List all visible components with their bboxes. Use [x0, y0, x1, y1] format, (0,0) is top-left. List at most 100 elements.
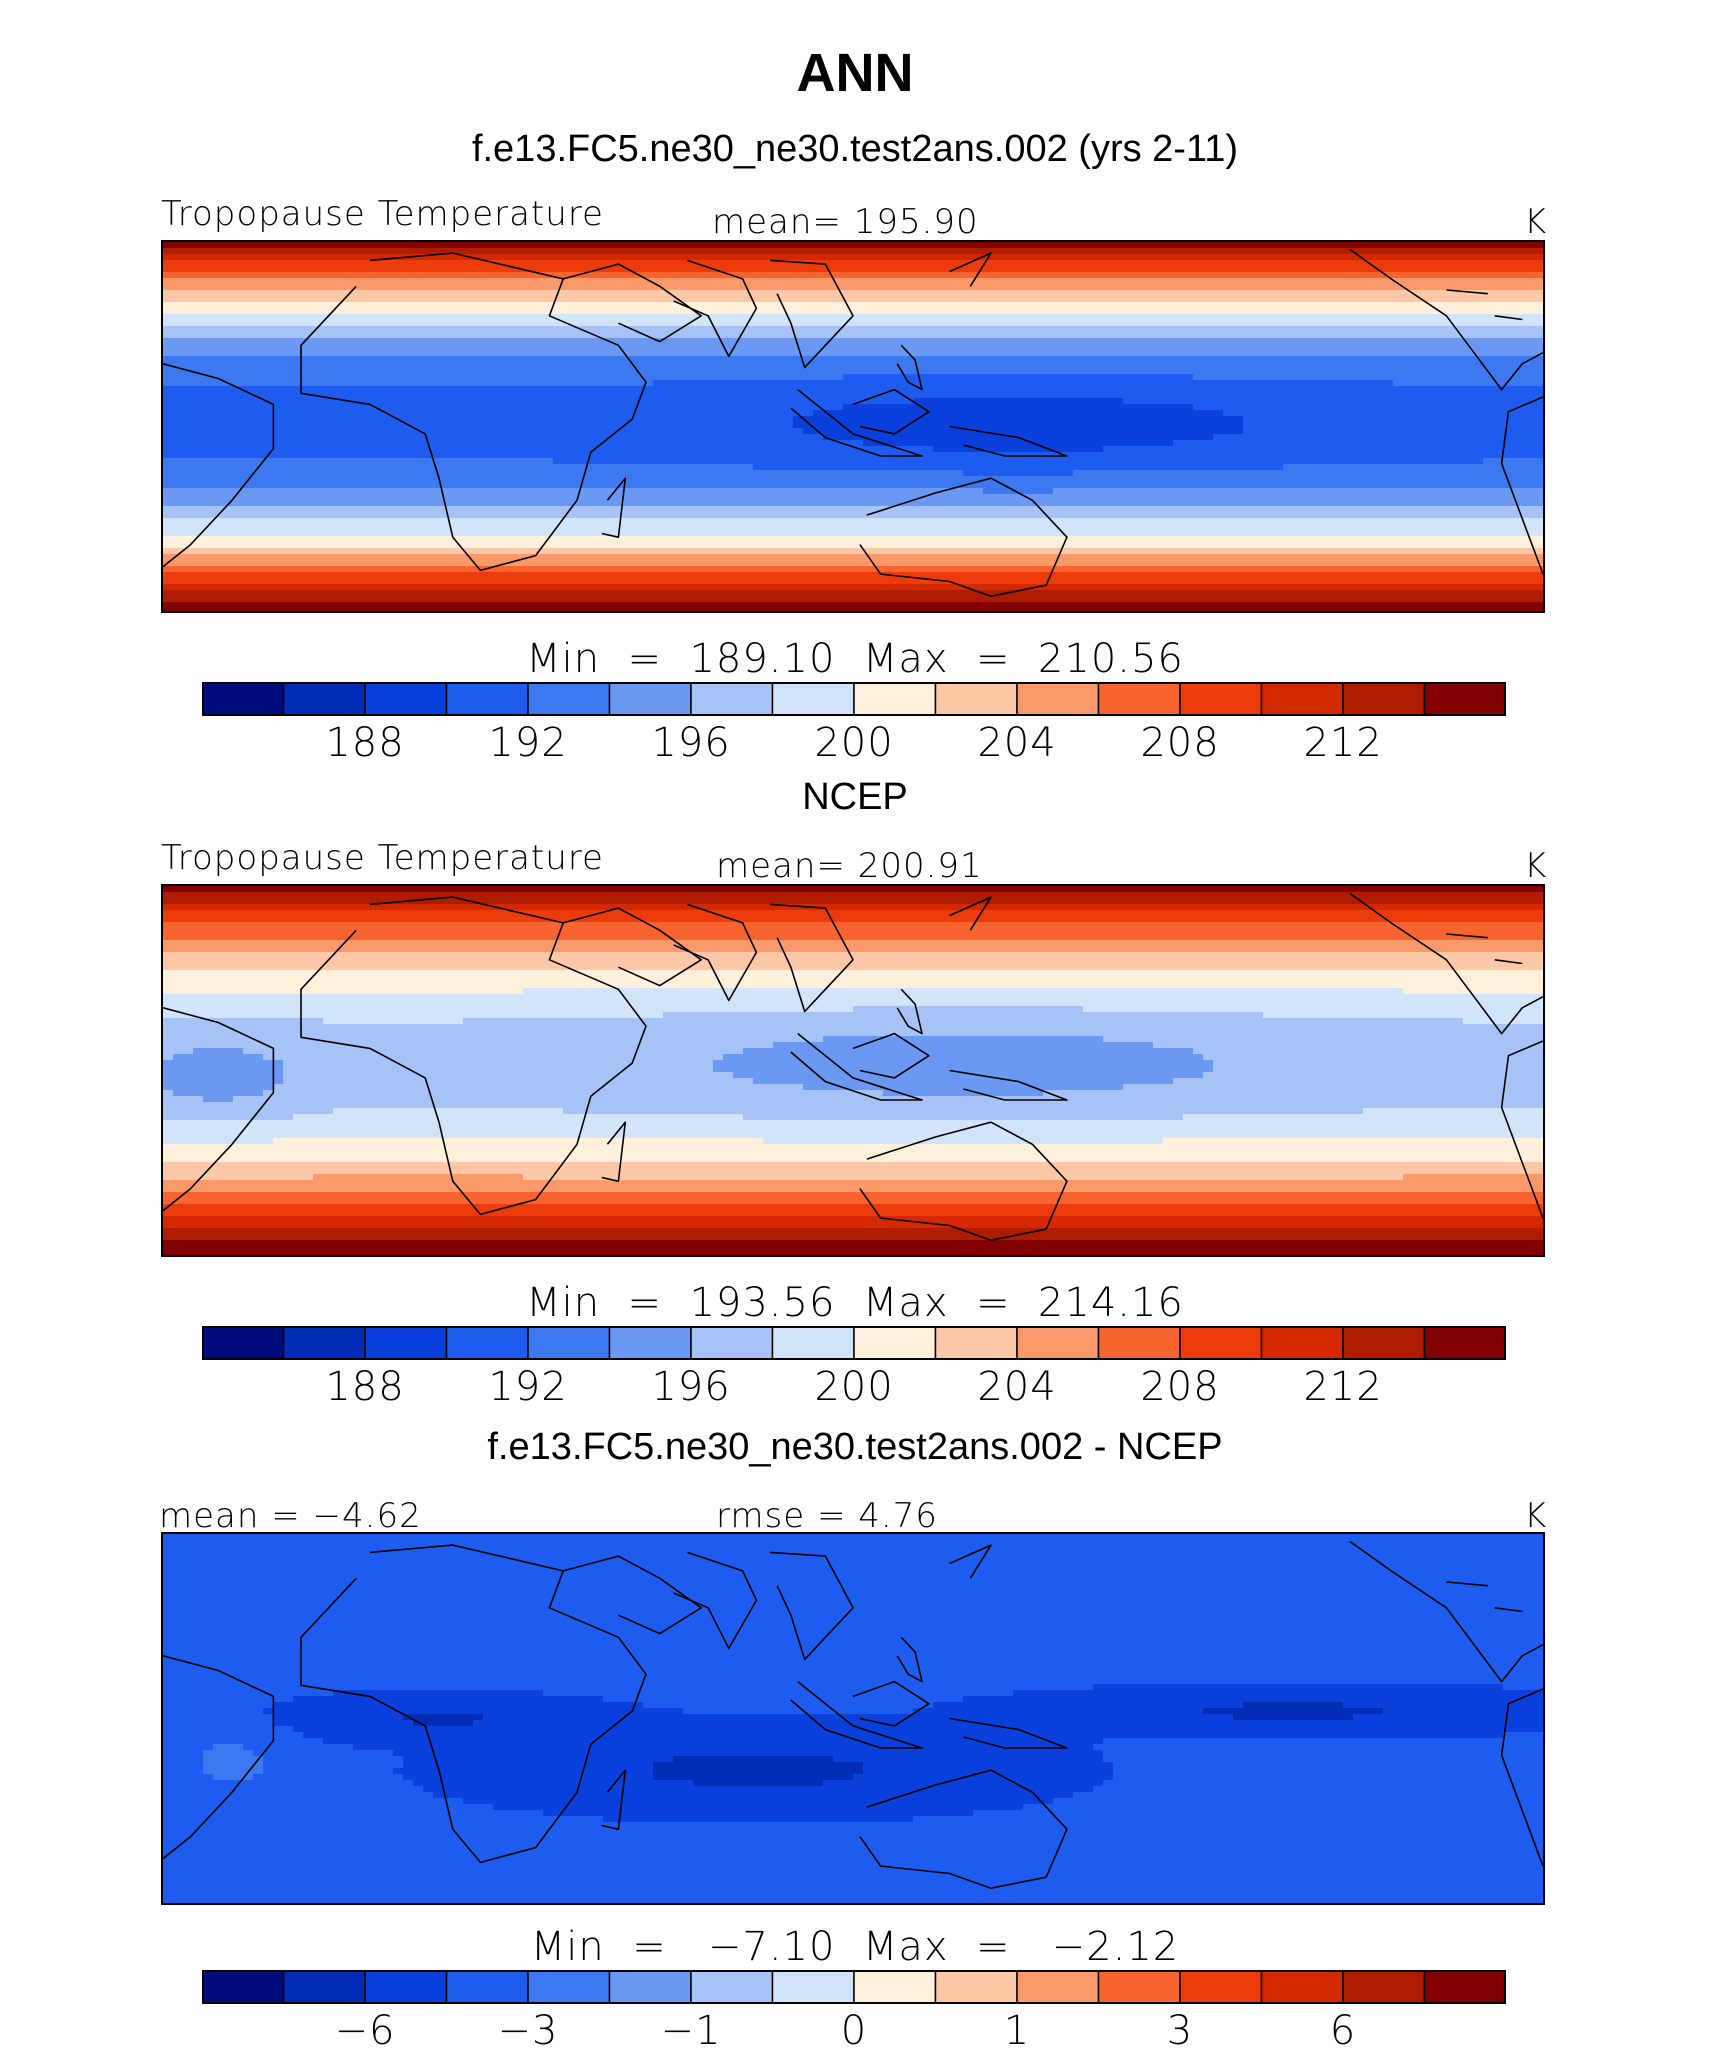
colorbar-box-10: [1016, 682, 1100, 716]
colorbar-box-4: [527, 1970, 611, 2004]
coastline-12: [1500, 1040, 1543, 1219]
panel-1-title: f.e13.FC5.ne30_ne30.test2ans.002 (yrs 2-…: [0, 128, 1710, 171]
colorbar-box-14: [1342, 682, 1426, 716]
colorbar-box-2: [364, 1326, 448, 1360]
panel-2-units-label: K: [1524, 846, 1547, 886]
panel-2-variable-label: Tropopause Temperature: [161, 838, 604, 878]
colorbar-box-6: [690, 1326, 774, 1360]
coastline-14: [1494, 959, 1523, 965]
coastline-3: [770, 259, 854, 369]
colorbar-box-3: [445, 1326, 529, 1360]
coastline-4: [852, 1032, 930, 1079]
colorbar-box-7: [771, 1970, 855, 2004]
colorbar-box-13: [1260, 1970, 1344, 2004]
coastline-9: [949, 896, 992, 931]
colorbar-box-6: [690, 682, 774, 716]
coastline-8: [896, 1636, 923, 1683]
panel-3-colorbar-ticks: −6 −3 −1 0 1 3 6: [202, 2008, 1506, 2058]
colorbar-box-5: [608, 1970, 692, 2004]
colorbar-box-0: [202, 682, 285, 716]
colorbar-box-11: [1097, 1970, 1181, 2004]
colorbar-box-4: [527, 682, 611, 716]
panel-3-title: f.e13.FC5.ne30_ne30.test2ans.002 - NCEP: [0, 1426, 1710, 1469]
panel-2-colorbar-ticks: 188 192 196 200 204 208 212: [202, 1364, 1506, 1414]
coastline-1: [562, 907, 703, 987]
colorbar-tick-label: 6: [1330, 2008, 1356, 2054]
colorbar-box-9: [934, 1326, 1018, 1360]
coastline-8: [896, 344, 923, 391]
panel-1-colorbar-ticks: 188 192 196 200 204 208 212: [202, 720, 1506, 770]
colorbar-box-14: [1342, 1326, 1426, 1360]
colorbar-tick-label: −6: [335, 2008, 396, 2054]
coastline-2: [673, 903, 758, 1002]
coastline-10: [601, 1769, 627, 1831]
coastline-1: [562, 263, 703, 343]
coastline-13: [1446, 289, 1488, 295]
coastline-3: [770, 1551, 854, 1661]
panel-1-minmax: Min = 189.10 Max = 210.56: [0, 636, 1710, 682]
coastline-0: [300, 896, 647, 1216]
colorbar-tick-label: 208: [1140, 1364, 1219, 1410]
colorbar-tick-label: 196: [651, 720, 730, 766]
coastline-8: [896, 988, 923, 1035]
colorbar-box-15: [1423, 1326, 1506, 1360]
colorbar-box-10: [1016, 1970, 1100, 2004]
colorbar-tick-label: 200: [814, 720, 893, 766]
colorbar-box-1: [282, 682, 366, 716]
coastline-11: [1349, 248, 1543, 391]
coastline-5: [790, 1680, 923, 1749]
colorbar-box-13: [1260, 1326, 1344, 1360]
colorbar-box-3: [445, 682, 529, 716]
colorbar-tick-label: 212: [1303, 720, 1382, 766]
colorbar-tick-label: 204: [977, 1364, 1056, 1410]
colorbar-box-5: [608, 1326, 692, 1360]
coastline-6: [949, 1069, 1068, 1101]
colorbar-box-15: [1423, 682, 1506, 716]
colorbar-tick-label: 192: [488, 720, 567, 766]
panel-1-contour-svg: [163, 242, 1543, 611]
colorbar-box-10: [1016, 1326, 1100, 1360]
panel-3-mean-label: mean = −4.62: [159, 1496, 422, 1536]
colorbar-tick-label: 1: [1004, 2008, 1030, 2054]
colorbar-box-12: [1179, 1326, 1263, 1360]
coastline-2: [673, 259, 758, 358]
panel-2-title: NCEP: [0, 776, 1710, 819]
coastline-13: [1446, 1581, 1488, 1587]
panel-2-minmax: Min = 193.56 Max = 214.16: [0, 1280, 1710, 1326]
coastline-7: [859, 1121, 1068, 1242]
coastline-5: [790, 1032, 923, 1101]
coastline-11: [1349, 892, 1543, 1035]
panel-1-mean-label: mean= 195.90: [712, 202, 979, 242]
coastline-0: [300, 252, 647, 572]
panel-3-rmse-label: rmse = 4.76: [716, 1496, 938, 1536]
coastline-12: [1500, 1688, 1543, 1867]
colorbar-box-1: [282, 1326, 366, 1360]
coastline-0: [300, 1544, 647, 1864]
coastline-7: [859, 477, 1068, 598]
coastline-6: [949, 425, 1068, 457]
coastline-12: [1500, 396, 1543, 575]
colorbar-tick-label: 3: [1167, 2008, 1193, 2054]
coastline-11: [1349, 1540, 1543, 1683]
coastline-7: [859, 1769, 1068, 1890]
coastline-14: [1494, 315, 1523, 321]
colorbar-box-9: [934, 1970, 1018, 2004]
coastline-4: [852, 1680, 930, 1727]
colorbar-box-6: [690, 1970, 774, 2004]
coastline-13: [1446, 933, 1488, 939]
colorbar-box-7: [771, 682, 855, 716]
colorbar-box-8: [853, 1970, 937, 2004]
colorbar-box-11: [1097, 682, 1181, 716]
colorbar-box-8: [853, 682, 937, 716]
colorbar-tick-label: 200: [814, 1364, 893, 1410]
colorbar-tick-label: 212: [1303, 1364, 1382, 1410]
coastline-6: [949, 1717, 1068, 1749]
coastline-2: [673, 1551, 758, 1650]
coastline-9: [949, 252, 992, 287]
colorbar-box-12: [1179, 682, 1263, 716]
colorbar-box-3: [445, 1970, 529, 2004]
panel-2-mean-label: mean= 200.91: [716, 846, 983, 886]
colorbar-box-0: [202, 1326, 285, 1360]
panel-3-contour-svg: [163, 1534, 1543, 1903]
coastline-4: [852, 388, 930, 435]
